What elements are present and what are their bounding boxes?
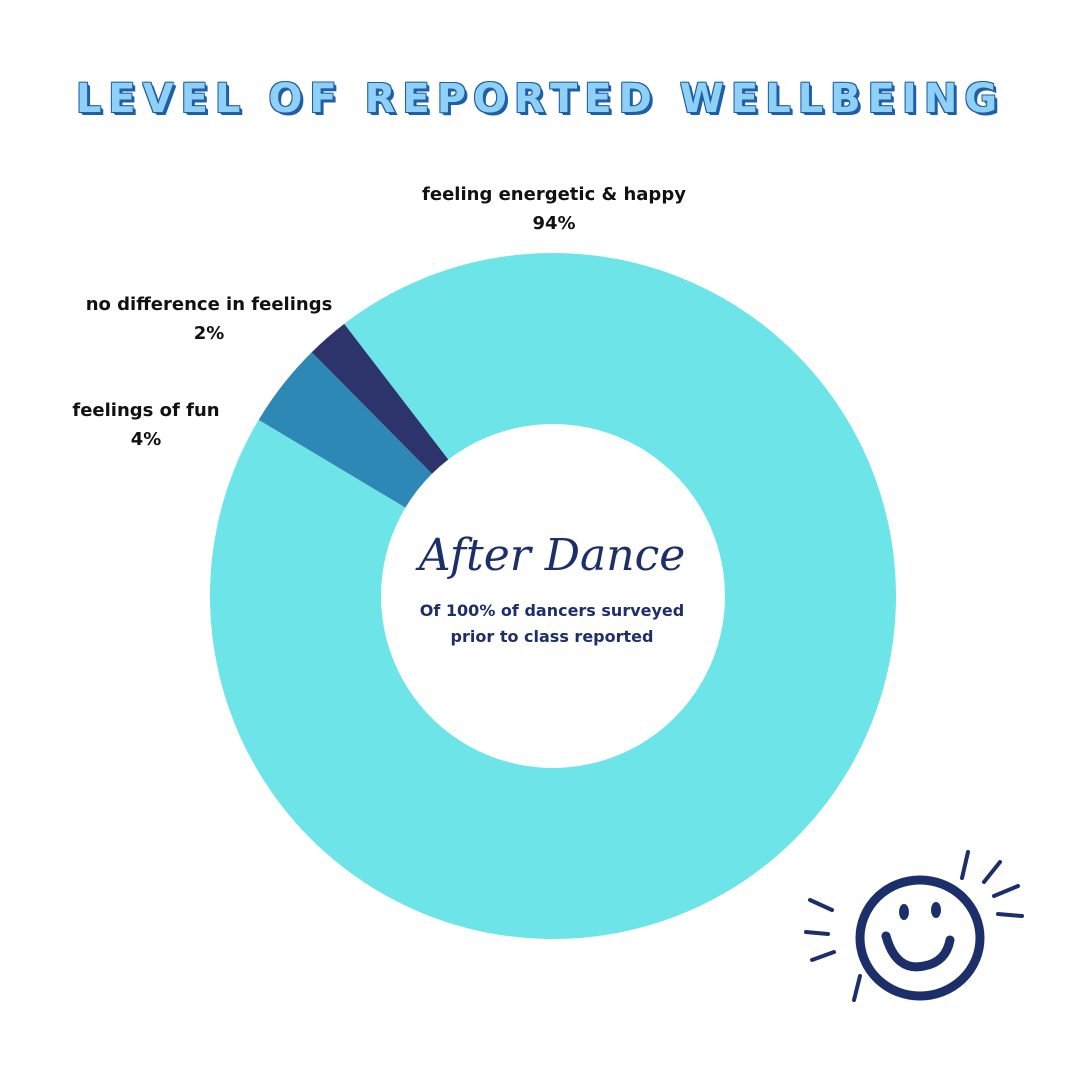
label-nodiff-value: 2% [193,323,225,344]
slice-feelings-of-fun [258,352,433,508]
label-energetic: feeling energetic & happy 94% [404,180,704,238]
label-fun-name: feelings of fun [72,400,220,421]
slice-no-difference-in-feelings [311,323,449,474]
smiley-face-icon [804,850,1024,1002]
center-caption: Of 100% of dancers surveyed prior to cla… [390,598,714,650]
label-nodiff-name: no difference in feelings [85,294,333,315]
slice-feeling-energetic-happy [210,252,897,939]
center-heading: After Dance [418,530,686,581]
center-caption-line1: Of 100% of dancers surveyed [419,601,685,620]
chart-title: LEVEL OF REPORTED WELLBEING [75,76,1005,122]
label-fun: feelings of fun 4% [56,396,236,454]
label-fun-value: 4% [130,429,162,450]
label-nodiff: no difference in feelings 2% [78,290,340,348]
label-energetic-value: 94% [532,213,576,234]
center-caption-line2: prior to class reported [450,627,654,646]
label-energetic-name: feeling energetic & happy [422,184,686,205]
